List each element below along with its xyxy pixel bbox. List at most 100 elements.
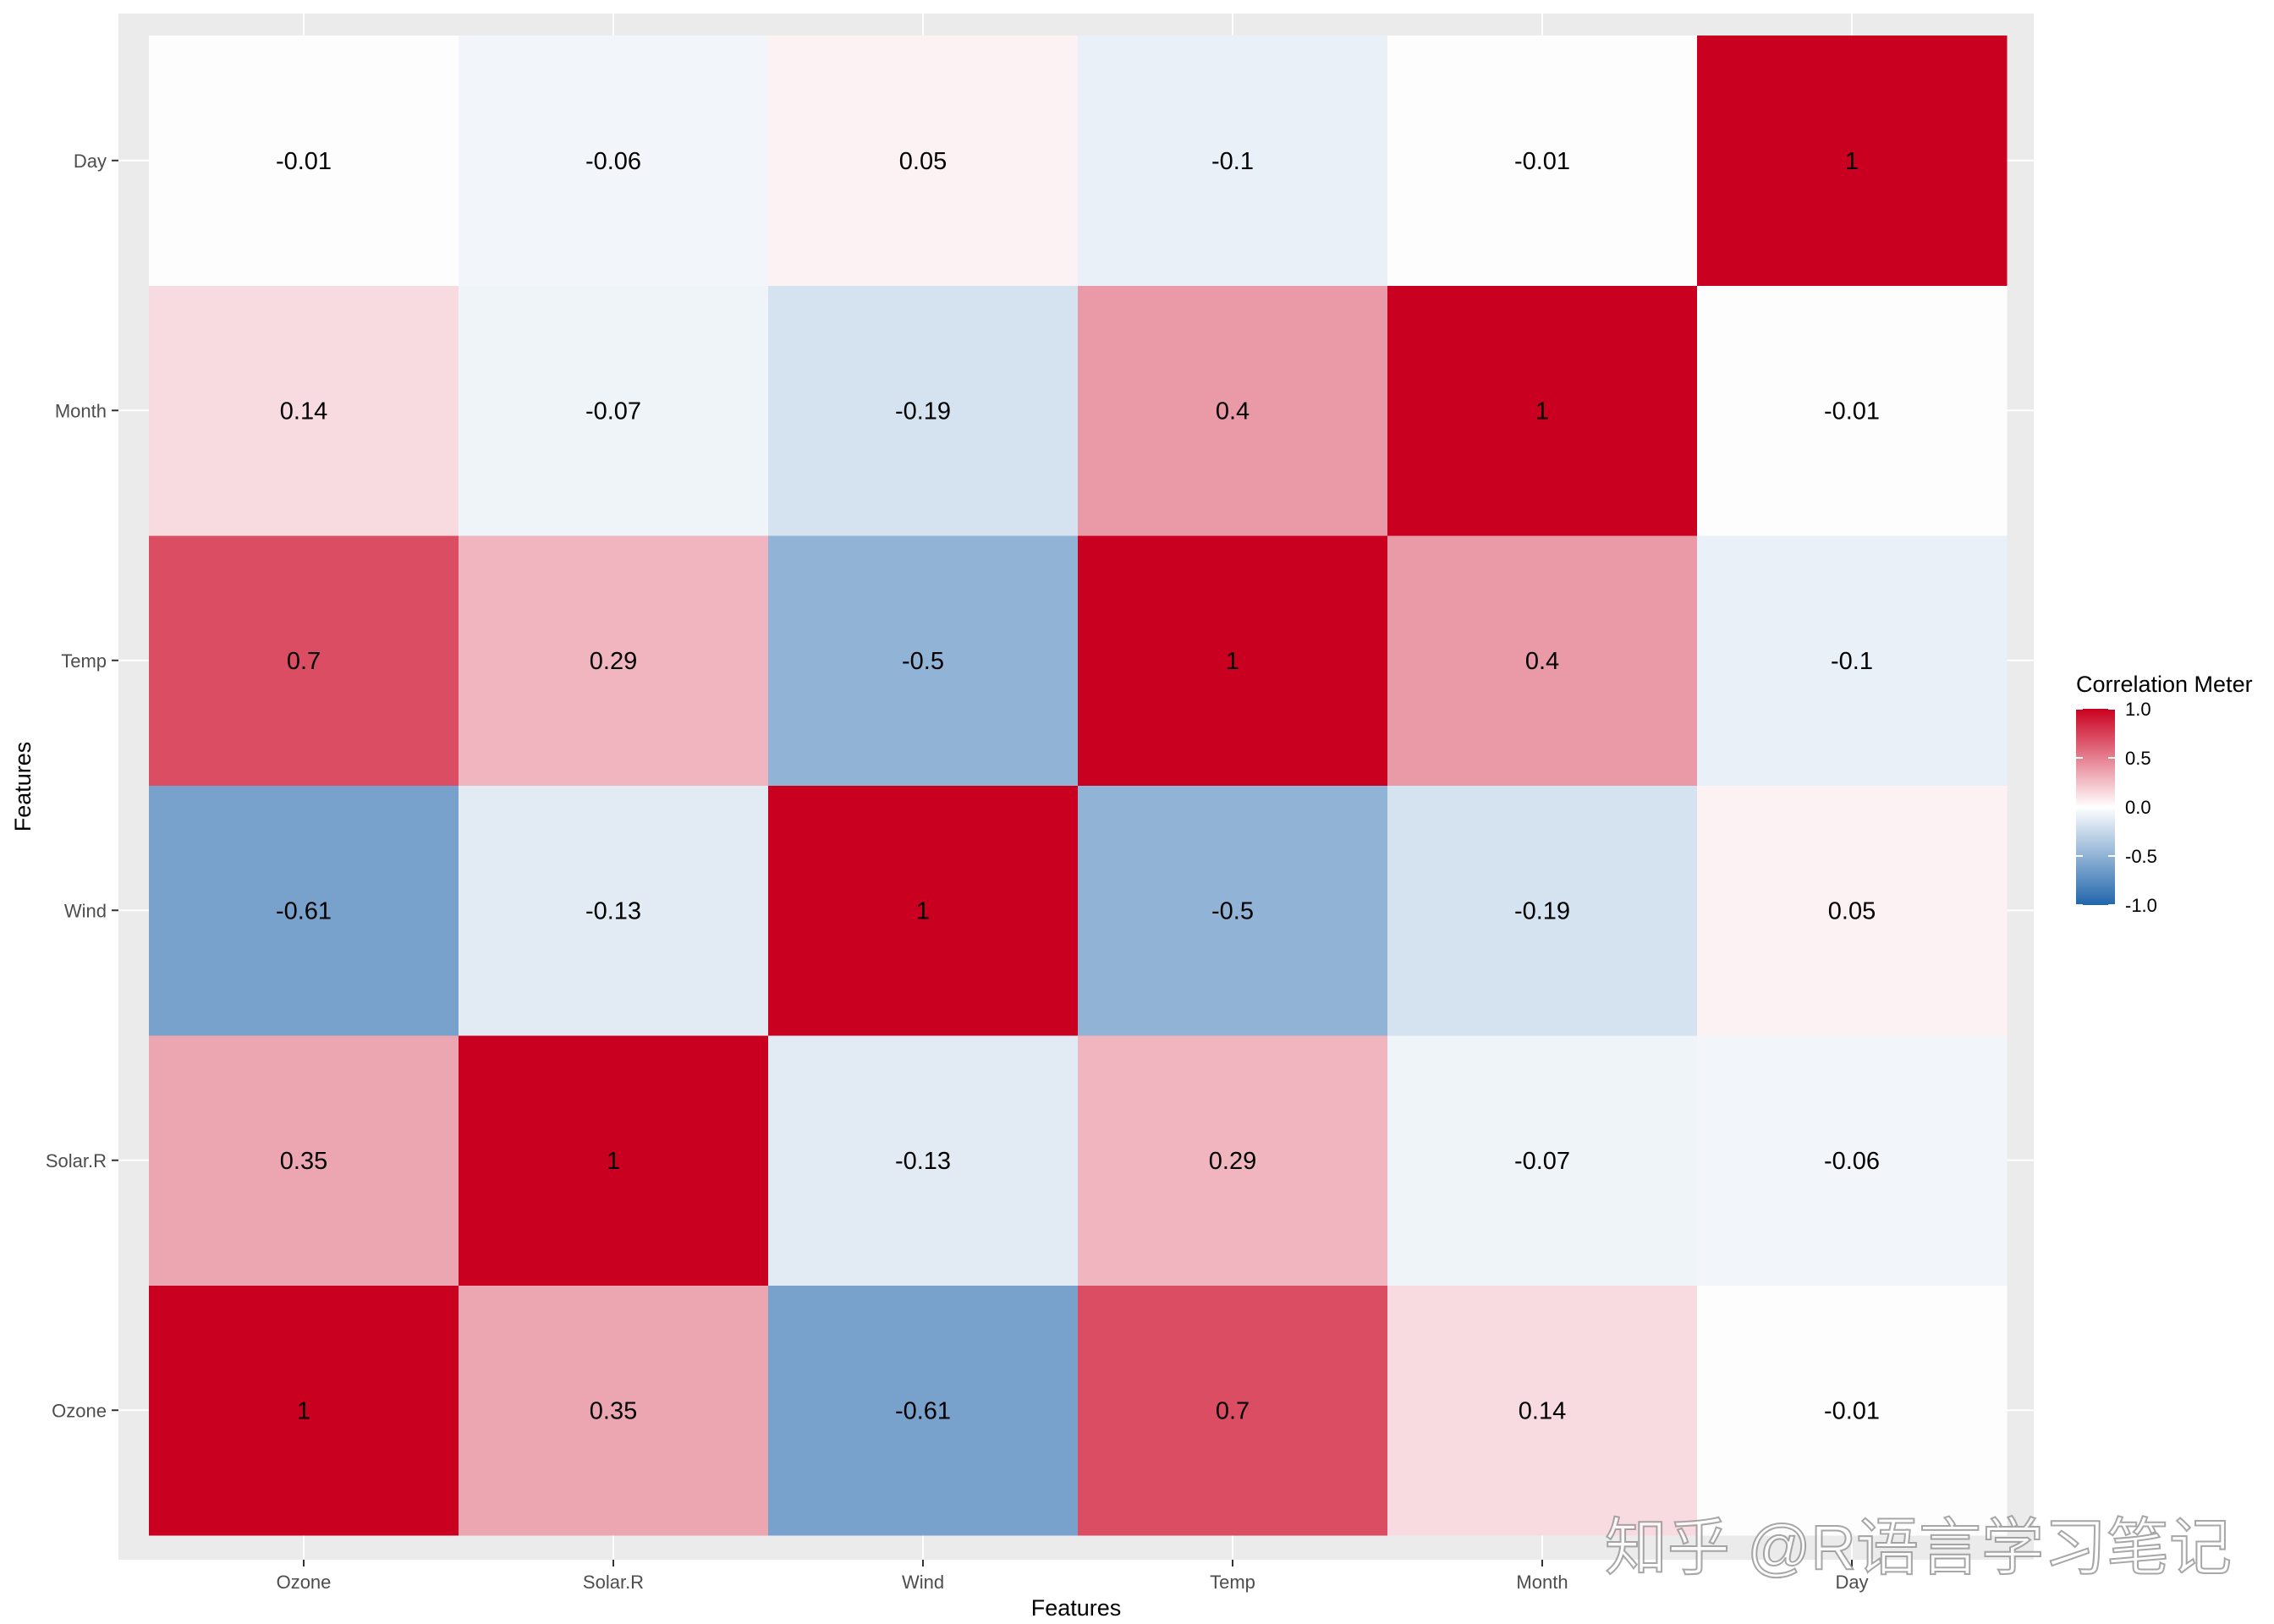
heatmap-cell-month-temp: [1387, 535, 1698, 786]
heatmap-cell-wind-wind: [768, 785, 1079, 1036]
heatmap-cell-wind-solarr: [768, 1035, 1079, 1286]
watermark: 知乎 @R语言学习笔记: [1605, 1512, 2232, 1583]
heatmap-cell-temp-solarr: [1078, 1035, 1388, 1286]
y-tick-label: Solar.R: [46, 1150, 107, 1171]
cell-value-label: 1: [1535, 398, 1549, 425]
cell-value-label: -0.1: [1211, 148, 1254, 175]
x-tick-label: Day: [1835, 1572, 1868, 1593]
cell-value-label: -0.5: [902, 648, 944, 675]
heatmap-cell-day-temp: [1697, 535, 2008, 786]
cell-value-label: 0.05: [1828, 897, 1876, 924]
x-tick-label: Ozone: [277, 1572, 332, 1593]
cell-value-label: 0.4: [1216, 398, 1250, 425]
cell-value-label: -0.06: [585, 148, 641, 175]
heatmap-cell-ozone-temp: [149, 535, 459, 786]
heatmap-cell-temp-temp: [1078, 535, 1388, 786]
heatmap-cell-temp-day: [1078, 36, 1388, 286]
cell-value-label: 1: [607, 1148, 620, 1175]
cell-value-label: -0.19: [895, 398, 951, 425]
legend-tick-label: -1.0: [2125, 895, 2157, 916]
cell-value-label: 0.35: [280, 1148, 327, 1175]
cell-value-label: -0.01: [1824, 398, 1880, 425]
cell-value-label: 0.29: [590, 648, 637, 675]
heatmap-cell-ozone-ozone: [149, 1285, 459, 1536]
y-tick-label: Wind: [64, 900, 107, 921]
cell-value-label: -0.61: [276, 897, 332, 924]
x-tick-label: Temp: [1210, 1572, 1255, 1593]
heatmap-cell-wind-month: [768, 285, 1079, 536]
heatmap-cell-ozone-wind: [149, 785, 459, 1036]
y-tick-label: Temp: [61, 650, 107, 672]
heatmap-cell-ozone-day: [149, 36, 459, 286]
x-axis-title: Features: [1031, 1595, 1122, 1621]
cell-value-label: 0.14: [280, 398, 327, 425]
legend-tick-label: 1.0: [2125, 699, 2151, 720]
cell-value-label: -0.13: [585, 897, 641, 924]
legend-tick-label: 0.5: [2125, 748, 2151, 769]
y-tick-label: Day: [74, 151, 107, 172]
heatmap-cell-wind-ozone: [768, 1285, 1079, 1536]
heatmap-cell-solarr-wind: [459, 785, 769, 1036]
y-tick-label: Ozone: [52, 1400, 107, 1421]
heatmap-cell-solarr-day: [459, 36, 769, 286]
heatmap-cell-temp-ozone: [1078, 1285, 1388, 1536]
heatmap-cell-day-day: [1697, 36, 2008, 286]
cell-value-label: -0.5: [1211, 897, 1254, 924]
cell-value-label: 0.29: [1209, 1148, 1256, 1175]
heatmap-cell-wind-temp: [768, 535, 1079, 786]
cell-value-label: 0.7: [287, 648, 321, 675]
cell-value-label: -0.13: [895, 1148, 951, 1175]
cell-value-label: -0.01: [276, 148, 332, 175]
legend-title: Correlation Meter: [2076, 672, 2253, 697]
x-tick-label: Solar.R: [583, 1572, 644, 1593]
cell-value-label: 1: [297, 1397, 310, 1424]
cell-value-label: -0.61: [895, 1397, 951, 1424]
cell-value-label: -0.1: [1831, 648, 1873, 675]
cell-value-label: 0.4: [1525, 648, 1559, 675]
heatmap-cell-month-ozone: [1387, 1285, 1698, 1536]
heatmap-cell-month-day: [1387, 36, 1698, 286]
heatmap-cell-ozone-month: [149, 285, 459, 536]
heatmap-cells: [149, 36, 2008, 1536]
heatmap-cell-temp-wind: [1078, 785, 1388, 1036]
heatmap-cell-month-month: [1387, 285, 1698, 536]
x-tick-label: Month: [1516, 1572, 1568, 1593]
y-tick-label: Month: [55, 400, 107, 421]
heatmap-cell-solarr-month: [459, 285, 769, 536]
heatmap-cell-day-month: [1697, 285, 2008, 536]
cell-value-label: -0.07: [1514, 1148, 1570, 1175]
legend: Correlation Meter 1.0 0.5 0.0 -0.5 -1.0: [2076, 672, 2253, 916]
heatmap-cell-temp-month: [1078, 285, 1388, 536]
cell-value-label: 0.05: [899, 148, 947, 175]
legend-tick-label: 0.0: [2125, 797, 2151, 818]
heatmap-cell-month-solarr: [1387, 1035, 1698, 1286]
cell-value-label: 1: [1845, 148, 1859, 175]
cell-value-label: 1: [1226, 648, 1239, 675]
legend-tick-label: -0.5: [2125, 846, 2157, 867]
heatmap-cell-wind-day: [768, 36, 1079, 286]
legend-ticks: 1.0 0.5 0.0 -0.5 -1.0: [2076, 699, 2157, 916]
heatmap-cell-solarr-ozone: [459, 1285, 769, 1536]
x-tick-label: Wind: [902, 1572, 944, 1593]
cell-value-label: 1: [916, 897, 930, 924]
cell-value-label: -0.19: [1514, 897, 1570, 924]
heatmap-cell-day-solarr: [1697, 1035, 2008, 1286]
cell-value-label: -0.01: [1514, 148, 1570, 175]
cell-value-label: 0.35: [590, 1397, 637, 1424]
heatmap-cell-day-ozone: [1697, 1285, 2008, 1536]
y-axis-title: Features: [10, 742, 36, 832]
cell-value-label: -0.07: [585, 398, 641, 425]
cell-value-label: -0.01: [1824, 1397, 1880, 1424]
heatmap-cell-solarr-solarr: [459, 1035, 769, 1286]
y-axis: Ozone Solar.R Wind Temp Month Day: [46, 151, 118, 1421]
heatmap-cell-ozone-solarr: [149, 1035, 459, 1286]
heatmap-cell-day-wind: [1697, 785, 2008, 1036]
cell-value-label: 0.14: [1519, 1397, 1566, 1424]
heatmap-cell-solarr-temp: [459, 535, 769, 786]
heatmap-cell-labels: 1 0.35 -0.61 0.7 0.14 -0.01 0.35 1 -0.13 0.29 -0.0…: [276, 148, 1880, 1425]
cell-value-label: 0.7: [1216, 1397, 1250, 1424]
x-axis: Ozone Solar.R Wind Temp Month Day: [277, 1560, 1869, 1593]
cell-value-label: -0.06: [1824, 1148, 1880, 1175]
heatmap-cell-month-wind: [1387, 785, 1698, 1036]
